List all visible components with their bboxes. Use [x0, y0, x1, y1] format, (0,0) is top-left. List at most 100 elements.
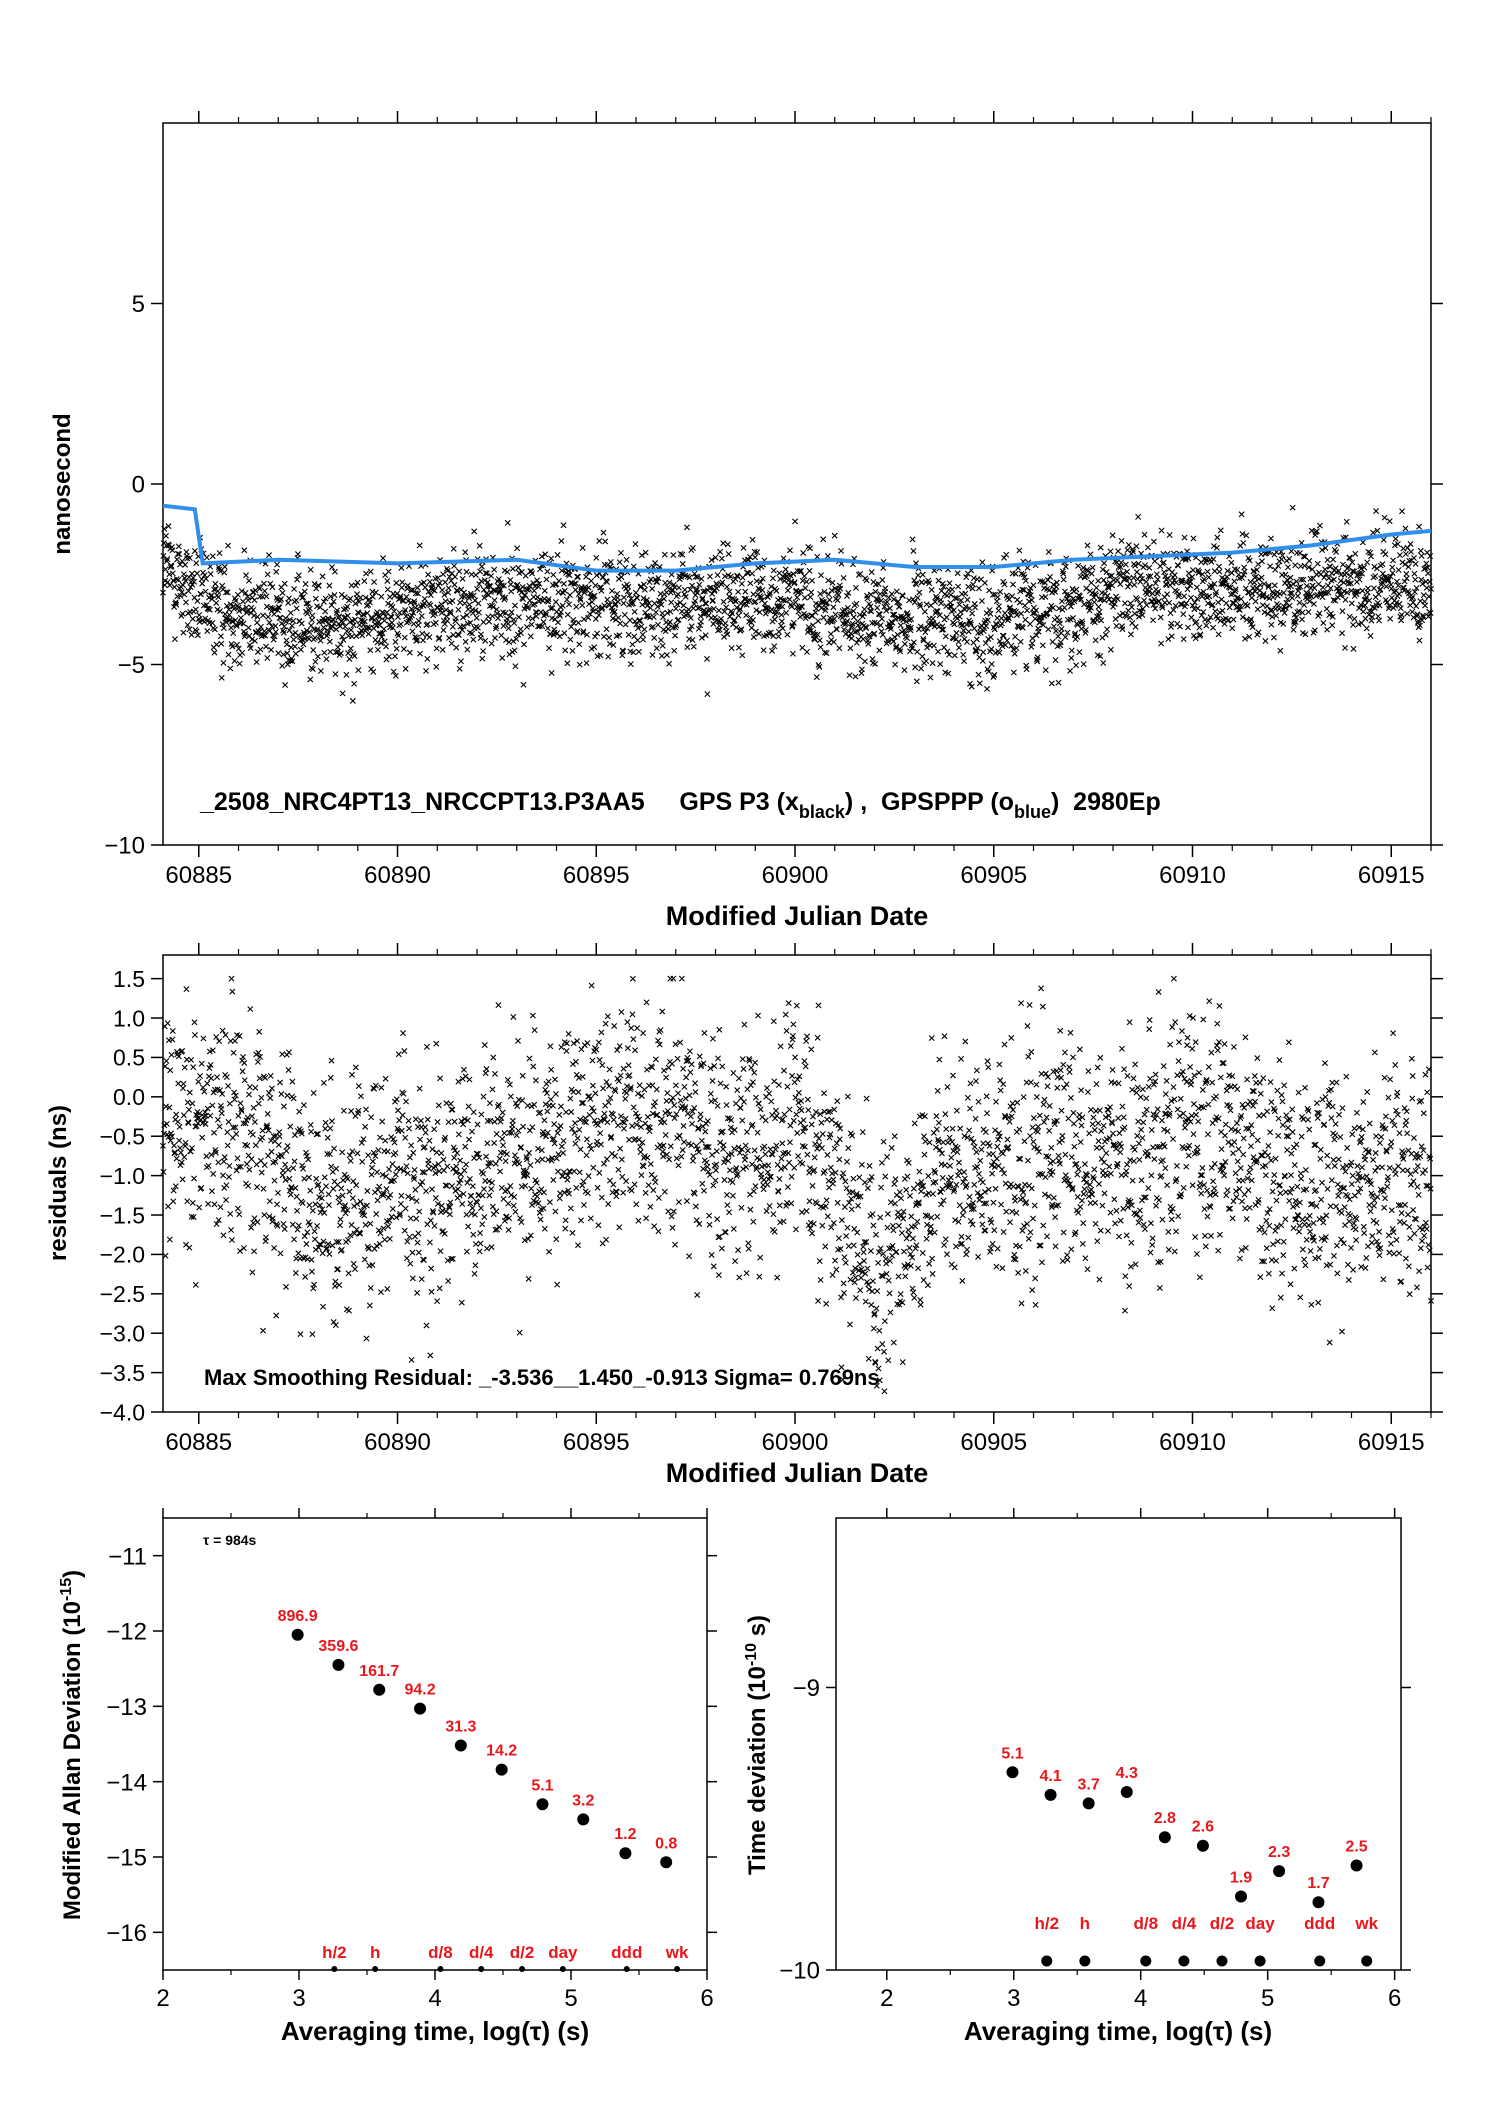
data-point [752, 628, 759, 635]
residual-point [730, 1070, 737, 1076]
residual-point [714, 1102, 721, 1109]
residual-point [460, 1066, 467, 1073]
data-point [267, 580, 274, 587]
residual-point [325, 1191, 332, 1198]
data-point [221, 569, 228, 576]
residual-point [214, 1116, 221, 1123]
residual-point [294, 1207, 301, 1214]
residual-point [770, 1211, 777, 1218]
residual-point [887, 1199, 894, 1206]
residual-point [971, 1143, 978, 1150]
residual-point [488, 1186, 495, 1193]
data-point [1100, 660, 1107, 666]
residual-point [321, 1174, 328, 1181]
residual-point [557, 1103, 564, 1110]
residual-point [175, 1053, 182, 1060]
residual-point [891, 1181, 898, 1188]
residual-point [620, 1189, 627, 1196]
residual-point [816, 1258, 823, 1265]
data-point [616, 559, 623, 566]
data-point [825, 591, 832, 598]
residual-point [576, 1126, 583, 1133]
data-point [964, 638, 971, 645]
data-point [164, 556, 171, 563]
residual-point [471, 1270, 478, 1277]
residual-point [632, 1047, 639, 1054]
data-point [635, 648, 642, 655]
data-point [470, 636, 477, 643]
residual-point [767, 1146, 774, 1153]
data-point [449, 597, 456, 604]
data-point [833, 626, 840, 633]
data-point [171, 636, 178, 643]
residual-point [787, 1122, 794, 1129]
data-point [575, 573, 581, 580]
data-point [334, 607, 341, 614]
residual-point [966, 1193, 973, 1200]
residual-point [681, 1138, 687, 1145]
residual-point [901, 1248, 908, 1255]
data-point [184, 622, 191, 629]
residual-point [867, 1248, 874, 1255]
data-point [720, 598, 727, 605]
data-point [1339, 608, 1346, 615]
residual-point [890, 1227, 897, 1234]
data-point [462, 549, 469, 556]
residual-point [858, 1161, 865, 1168]
data-point [426, 634, 433, 641]
residual-point [214, 1074, 221, 1081]
data-point [508, 588, 515, 595]
data-point [295, 572, 302, 579]
data-point [285, 657, 292, 663]
data-point [690, 643, 697, 650]
data-point [424, 655, 431, 662]
residual-point [670, 1208, 677, 1215]
data-point [1409, 593, 1416, 600]
data-point [740, 544, 747, 551]
residual-point [348, 1108, 355, 1115]
residual-point [798, 1098, 805, 1105]
residual-point [361, 1256, 368, 1263]
residual-point [252, 1142, 259, 1149]
data-point [209, 553, 216, 560]
data-point [1381, 514, 1388, 521]
data-point [1383, 583, 1390, 590]
residual-point [280, 1103, 287, 1110]
data-point [280, 629, 287, 636]
data-point [738, 580, 745, 587]
residual-point [978, 1146, 985, 1153]
residual-point [498, 1115, 505, 1122]
data-point [696, 581, 703, 588]
residual-point [815, 1297, 822, 1304]
residual-point [367, 1220, 374, 1227]
data-point [349, 697, 356, 704]
data-point [1027, 621, 1034, 628]
panel-residuals: 60885 60890 60895 60900 60905 60910 60915−4.0−… [45, 943, 1443, 1488]
residual-point [440, 1156, 447, 1163]
data-point [431, 610, 438, 617]
data-point [412, 604, 419, 611]
y-tick-label: −10 [104, 833, 145, 860]
residual-point [349, 1195, 356, 1202]
data-point [673, 622, 680, 629]
data-point [1011, 650, 1018, 657]
data-point [991, 626, 998, 633]
data-point [770, 567, 777, 574]
residual-point [618, 1009, 625, 1016]
data-point [689, 582, 696, 589]
data-point [784, 631, 791, 638]
residual-point [873, 1305, 880, 1312]
data-point [287, 609, 294, 616]
residual-point [715, 1272, 722, 1279]
data-point [364, 624, 371, 631]
data-point [657, 598, 664, 605]
data-point [244, 607, 251, 614]
data-point [522, 572, 529, 579]
data-point [314, 626, 321, 633]
residual-point [720, 1142, 727, 1149]
residual-point [240, 1245, 247, 1252]
residual-point [768, 1098, 775, 1105]
residual-point [877, 1214, 884, 1221]
data-point [255, 584, 262, 591]
residual-point [679, 1147, 686, 1154]
